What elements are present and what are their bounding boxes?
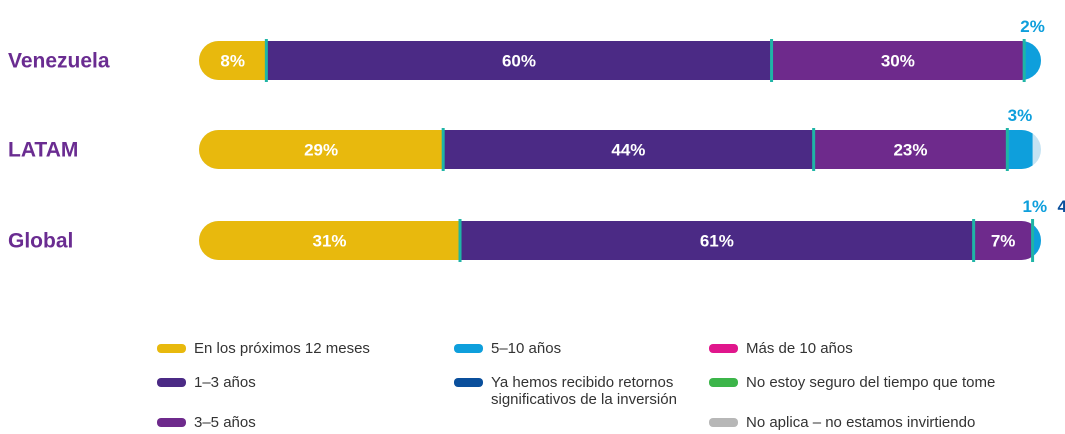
legend-swatch [157, 378, 186, 387]
data-label: 61% [700, 232, 734, 251]
bar-group-latam [199, 130, 1033, 169]
legend-item-3-5-years: 3–5 años [157, 414, 256, 431]
segment-divider [972, 219, 976, 262]
bar-segment [460, 221, 974, 260]
bar-segment [199, 221, 461, 260]
legend-label: 5–10 años [491, 340, 562, 357]
data-label: 23% [893, 141, 927, 160]
bar-segment [199, 130, 444, 169]
data-label: 8% [220, 52, 245, 71]
legend-swatch [709, 378, 738, 387]
legend-label: No estoy seguro del tiempo que tome [746, 374, 996, 391]
data-label: 30% [881, 52, 915, 71]
legend-swatch [454, 344, 483, 353]
category-label-latam: LATAM [8, 139, 78, 162]
legend-swatch [157, 418, 186, 427]
data-label: 7% [991, 232, 1016, 251]
legend-item-not-applicable: No aplica – no estamos invirtiendo [709, 414, 975, 431]
legend-label: Ya hemos recibido retornos significativo… [491, 374, 677, 408]
legend-swatch [709, 344, 738, 353]
stacked-bar-chart: Venezuela LATAM Global 8% 60% 30% 2% 29% 44% 23%… [8, 17, 1065, 262]
bar-segment [1032, 221, 1041, 260]
legend-label: En los próximos 12 meses [194, 340, 370, 357]
legend-label: Más de 10 años [746, 340, 853, 357]
legend-label: 1–3 años [194, 374, 256, 391]
bar-segment [973, 221, 1033, 260]
category-label-global: Global [8, 230, 73, 253]
data-label: 3% [1008, 106, 1033, 125]
legend: En los próximos 12 meses 1–3 años 3–5 añ… [157, 336, 1057, 434]
bar-segment [771, 41, 1025, 80]
data-label: 4% [1058, 197, 1065, 216]
bar-group-venezuela [199, 41, 1041, 80]
bar-segment [1024, 41, 1041, 80]
legend-item-more-than-10-years: Más de 10 años [709, 340, 853, 357]
segment-divider [458, 219, 462, 262]
segment-divider [1031, 219, 1035, 262]
bar-segment [1041, 221, 1065, 260]
data-label: 60% [502, 52, 536, 71]
data-label: 1% [1023, 197, 1048, 216]
category-label-venezuela: Venezuela [8, 50, 110, 73]
legend-item-not-sure: No estoy seguro del tiempo que tome [709, 374, 995, 391]
bar-segment [266, 41, 772, 80]
segment-divider [441, 128, 445, 171]
data-label: 29% [304, 141, 338, 160]
bar-segment [813, 130, 1008, 169]
legend-swatch [454, 378, 483, 387]
legend-item-5-10-years: 5–10 años [454, 340, 561, 357]
data-label: 2% [1020, 17, 1045, 36]
bar-group-global [199, 221, 1065, 260]
segment-divider [770, 39, 774, 82]
segment-divider [1005, 128, 1009, 171]
legend-item-1-3-years: 1–3 años [157, 374, 256, 391]
segment-divider [1022, 39, 1026, 82]
segment-divider [264, 39, 268, 82]
bar-segment [1007, 130, 1033, 169]
bar-segment [443, 130, 814, 169]
legend-swatch [157, 344, 186, 353]
data-label: 44% [611, 141, 645, 160]
bar-segment [199, 41, 267, 80]
data-label: 31% [312, 232, 346, 251]
legend-swatch [709, 418, 738, 427]
legend-item-next-12-months: En los próximos 12 meses [157, 340, 370, 357]
legend-item-returns-received: Ya hemos recibido retornos significativo… [454, 374, 681, 408]
legend-label: 3–5 años [194, 414, 256, 431]
segment-divider [812, 128, 816, 171]
legend-label: No aplica – no estamos invirtiendo [746, 414, 976, 431]
